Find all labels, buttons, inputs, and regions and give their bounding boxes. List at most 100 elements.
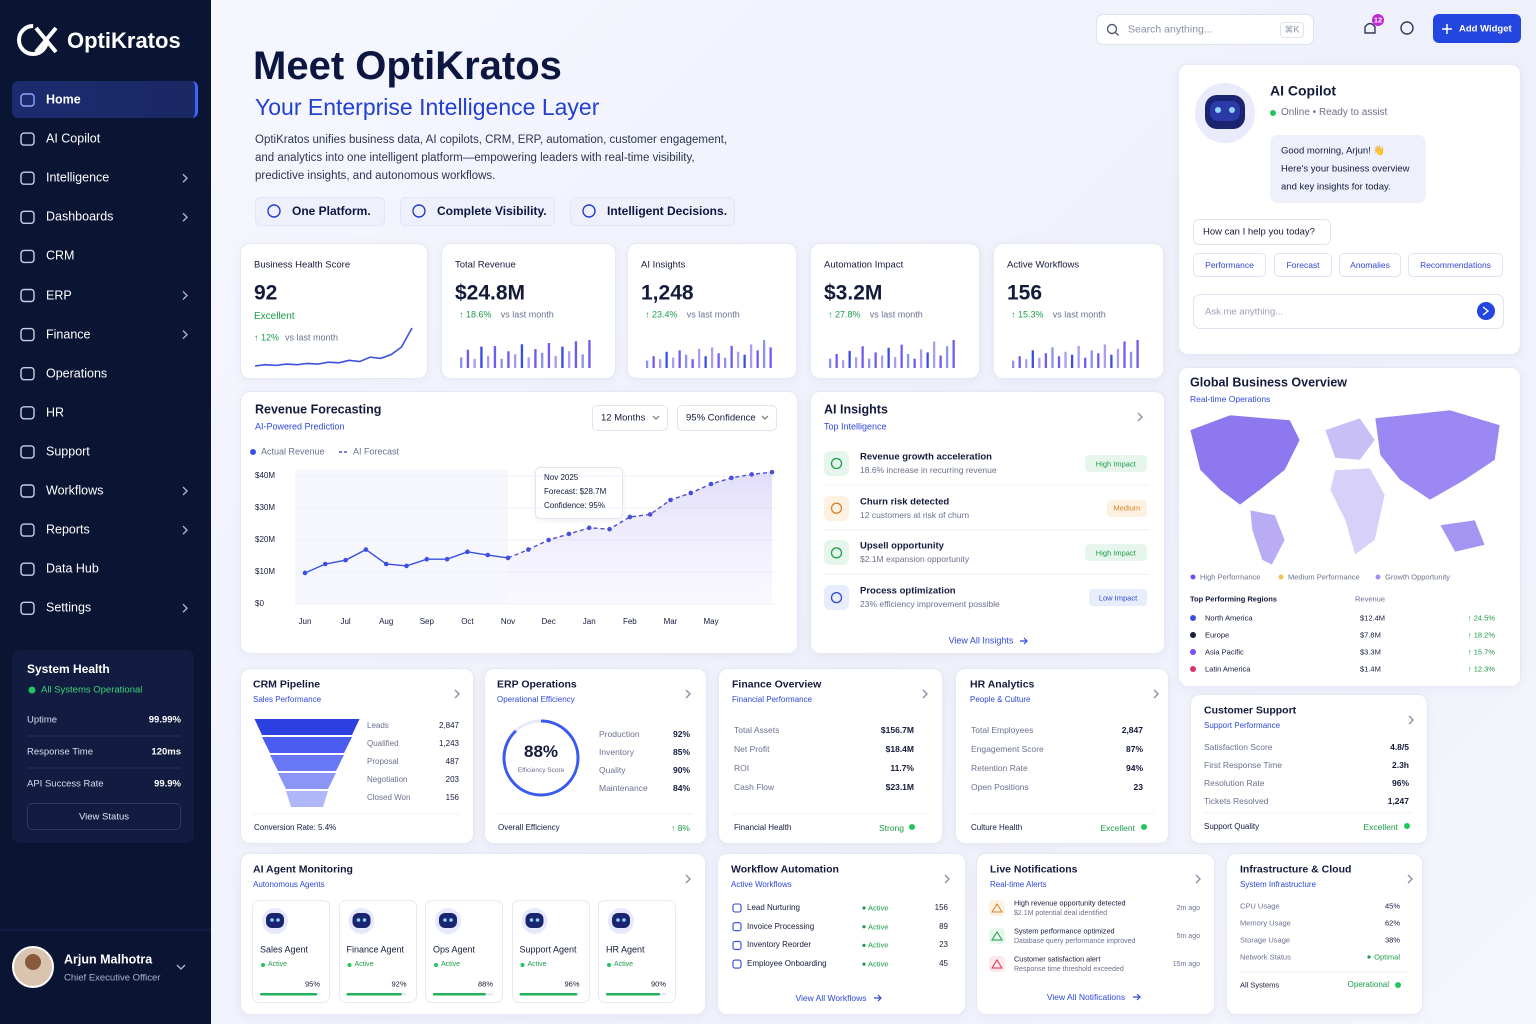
nav-item[interactable]: ERP: [46, 288, 72, 302]
card-title: Customer Support: [1204, 704, 1297, 717]
insight-title: Churn risk detected: [860, 495, 950, 507]
chip[interactable]: [1408, 253, 1503, 277]
kpi-label: Automation Impact: [824, 259, 904, 271]
region-value: $1.4M: [1360, 664, 1381, 674]
nav-item[interactable]: Home: [46, 92, 81, 107]
region-value: $12.4M: [1360, 613, 1386, 623]
badge: [1084, 455, 1147, 472]
chip[interactable]: [1274, 253, 1332, 277]
insight-detail: 23% efficiency improvement possible: [860, 599, 1000, 609]
nav-item[interactable]: Reports: [46, 522, 90, 537]
row-value: $18.4M: [885, 743, 914, 754]
status-button[interactable]: [27, 803, 181, 830]
card-subtitle: AI-Powered Prediction: [255, 421, 345, 432]
link[interactable]: View All Workflows: [795, 992, 867, 1003]
agent-value: 92%: [391, 979, 407, 989]
y-tick-label: $20M: [255, 535, 276, 545]
notification-detail: Response time threshold exceeded: [1014, 965, 1124, 973]
row-value: 38%: [1384, 935, 1400, 945]
search-box[interactable]: [1096, 14, 1314, 45]
x-tick-label: Mar: [663, 617, 678, 627]
shortcut-label: ⌘K: [1284, 24, 1300, 35]
badge: [1089, 589, 1147, 607]
nav-item[interactable]: Dashboards: [46, 209, 114, 224]
pill-label: One Platform.: [292, 203, 371, 218]
nav-item[interactable]: AI Copilot: [46, 131, 101, 146]
footer-label: Overall Efficiency: [498, 823, 560, 833]
user-name: Arjun Malhotra: [64, 952, 153, 967]
stage-value: 2,847: [438, 721, 459, 731]
card-title: AI Copilot: [1270, 82, 1337, 99]
insight-title: Upsell opportunity: [860, 540, 944, 552]
card-title: Finance Overview: [732, 678, 822, 691]
card-subtitle: People & Culture: [970, 695, 1031, 705]
alert-icon: [989, 928, 1005, 944]
notification-title: System performance optimized: [1014, 926, 1115, 936]
row-label: Memory Usage: [1240, 918, 1291, 928]
health-status: All Systems Operational: [41, 684, 143, 696]
chat-input[interactable]: [1193, 294, 1504, 329]
user-role: Chief Executive Officer: [64, 972, 161, 984]
nav-item[interactable]: Workflows: [46, 483, 104, 498]
workflow-status: Active: [868, 940, 889, 950]
chip[interactable]: [1339, 253, 1401, 277]
workflow-status: Active: [868, 903, 889, 913]
workflow-count: 23: [939, 940, 948, 950]
chip-label: Forecast: [1286, 259, 1320, 270]
chip-label: Anomalies: [1350, 259, 1390, 270]
link[interactable]: View All Notifications: [1046, 991, 1126, 1002]
insight-title: Process optimization: [860, 585, 956, 597]
card-subtitle: Active Workflows: [731, 880, 792, 890]
nav-active[interactable]: [12, 81, 198, 118]
row-value: 45%: [1384, 901, 1400, 911]
chip[interactable]: [1193, 253, 1266, 277]
y-tick-label: $10M: [255, 567, 276, 577]
row-label: Maintenance: [599, 782, 648, 793]
row-label: CPU Usage: [1240, 901, 1280, 911]
footer-value: Operational: [1347, 980, 1389, 990]
nav-item[interactable]: Intelligence: [46, 170, 110, 185]
card-subtitle: Sales Performance: [253, 695, 322, 705]
row-value: 85%: [672, 746, 690, 757]
x-tick-label: Aug: [379, 617, 394, 627]
infra-card: [1226, 853, 1423, 1015]
nav-item[interactable]: Data Hub: [46, 561, 99, 576]
nav-item[interactable]: Support: [46, 444, 90, 459]
help-icon: [1400, 21, 1414, 35]
region-change: ↑ 24.5%: [1467, 613, 1495, 623]
stage-name: Negotiation: [367, 775, 408, 785]
legend-label: Medium Performance: [1288, 572, 1360, 582]
kpi-label: Active Workflows: [1007, 259, 1080, 271]
stage-value: 1,243: [438, 739, 459, 749]
health-label: API Success Rate: [27, 778, 104, 790]
agent-value: 96%: [564, 979, 580, 989]
insight-detail: 18.6% increase in recurring revenue: [860, 464, 997, 475]
insight-icon: [824, 451, 849, 476]
stage-value: 203: [445, 775, 459, 785]
sidebar: [0, 0, 211, 1024]
row-value: 96%: [1391, 777, 1409, 788]
link[interactable]: View All Insights: [948, 635, 1014, 646]
row-label: Engagement Score: [971, 743, 1044, 754]
agent-status: Active: [614, 960, 634, 968]
workflow-count: 45: [939, 959, 948, 969]
notification-title: Customer satisfaction alert: [1014, 954, 1101, 964]
nav-item[interactable]: Settings: [46, 600, 92, 615]
nav-item[interactable]: HR: [46, 405, 65, 420]
nav-item[interactable]: Finance: [46, 327, 91, 342]
agent-name: Finance Agent: [346, 944, 405, 955]
alert-icon: [989, 900, 1005, 916]
insight-title: Revenue growth acceleration: [860, 451, 992, 463]
legend-label: High Performance: [1200, 572, 1261, 582]
card-title: Revenue Forecasting: [255, 402, 382, 417]
row-value: 90%: [672, 764, 690, 775]
row-value: 84%: [672, 782, 690, 793]
nav-item[interactable]: Operations: [46, 366, 108, 381]
nav-item[interactable]: CRM: [46, 248, 75, 263]
row-label: Inventory: [599, 746, 634, 757]
dropdown[interactable]: [677, 405, 777, 431]
kpi-value: 1,248: [641, 281, 694, 305]
insight-detail: 12 customers at risk of churn: [860, 509, 970, 520]
dropdown-label: 12 Months: [601, 412, 646, 424]
notification-time: 2m ago: [1176, 904, 1200, 912]
